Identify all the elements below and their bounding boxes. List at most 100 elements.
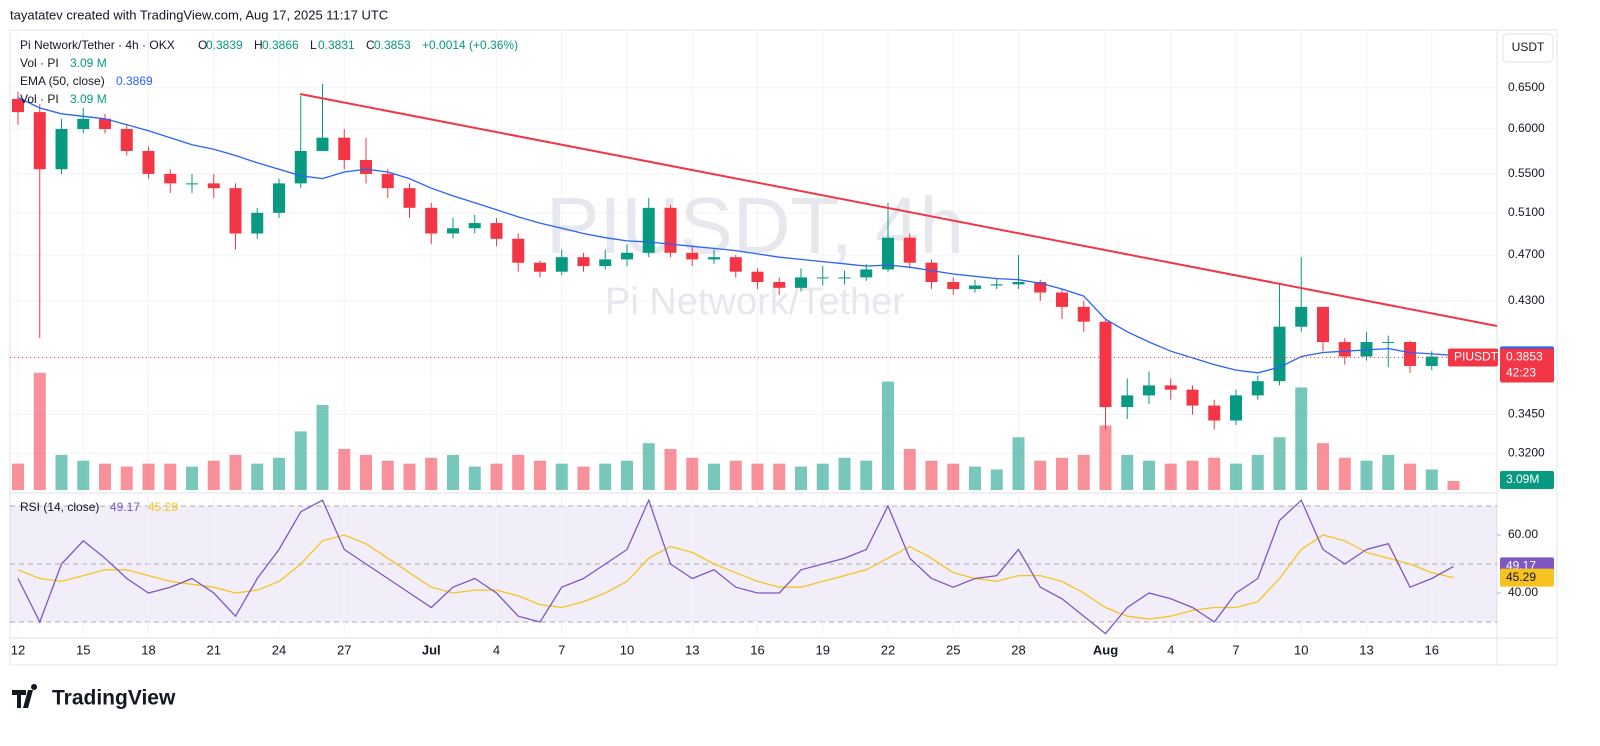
- y-tick-label: 0.6000: [1508, 121, 1545, 135]
- candle-body: [251, 212, 264, 234]
- volume-bar: [1230, 463, 1242, 490]
- brand: TradingView: [52, 687, 176, 710]
- x-tick-label: 7: [1232, 642, 1239, 657]
- x-tick-label: 22: [881, 642, 895, 657]
- volume-bar: [55, 454, 68, 490]
- volume-bar: [403, 463, 416, 490]
- volume-bar: [686, 457, 699, 490]
- candle-body: [773, 282, 786, 288]
- candle-body: [1338, 342, 1351, 357]
- candle-body: [1317, 306, 1329, 343]
- candle-body: [403, 188, 416, 208]
- y-tick-label: 0.6500: [1508, 80, 1545, 94]
- volume-bar: [120, 466, 133, 490]
- legend-text: EMA (50, close): [20, 74, 105, 88]
- volume-bar: [1251, 454, 1264, 490]
- candle-body: [425, 207, 438, 234]
- volume-bar: [186, 466, 198, 490]
- candle-body: [577, 257, 590, 267]
- close-tag-box: [1500, 348, 1554, 367]
- volume-bar: [773, 463, 786, 490]
- legend-text: 0.3831: [318, 38, 355, 52]
- candle-body: [925, 262, 938, 283]
- legend-text: 45.29: [148, 500, 178, 514]
- x-tick-label: 16: [1425, 642, 1439, 657]
- volume-bar: [316, 405, 329, 490]
- volume-bar: [1273, 437, 1286, 490]
- rsi-tick-label: 40.00: [1508, 585, 1538, 599]
- volume-bar: [1077, 454, 1090, 490]
- volume-bar: [947, 463, 960, 490]
- volume-bar: [1382, 454, 1395, 490]
- legend-text: 0.3853: [374, 38, 411, 52]
- candle-body: [1077, 306, 1090, 322]
- countdown-tag-box: [1500, 364, 1554, 383]
- ema-line: [17, 96, 1454, 374]
- volume-bar: [729, 460, 742, 490]
- x-tick-label: 13: [1359, 642, 1373, 657]
- logo: TradingView: [12, 684, 176, 710]
- candle-body: [664, 207, 677, 253]
- candle-body: [142, 150, 155, 174]
- volume-bar: [642, 443, 655, 490]
- x-tick-label: 21: [207, 642, 221, 657]
- x-tick-label: 7: [558, 642, 565, 657]
- legend-text: L: [310, 38, 317, 52]
- x-tick-label: 28: [1011, 642, 1025, 657]
- candle-body: [816, 277, 829, 279]
- candle-body: [1164, 385, 1177, 390]
- volume-bar: [381, 460, 394, 490]
- y-tick-label: 0.5500: [1508, 166, 1545, 180]
- x-tick-label: 24: [272, 642, 286, 657]
- currency-button[interactable]: [1502, 33, 1554, 63]
- volume-bar: [1295, 387, 1308, 490]
- legend-text: 3.09 M: [70, 56, 107, 70]
- volume-bar: [1099, 425, 1112, 490]
- y-tick-label: 0.3200: [1508, 445, 1545, 459]
- legend-text: O: [198, 38, 207, 52]
- x-tick-label: 10: [1294, 642, 1308, 657]
- volume-bar: [1404, 463, 1416, 490]
- watermark-name: Pi Network/Tether: [605, 281, 905, 323]
- volume-bar: [468, 466, 481, 490]
- candle-body: [1230, 395, 1242, 421]
- volume-bar: [555, 463, 568, 490]
- legend: 0.6500 0.6000 0.5500 0.5100 0.4700 0.4300 0.34…: [11, 38, 1554, 657]
- candle-body: [55, 129, 68, 170]
- volume-bar: [708, 463, 720, 490]
- credit: tayatatev created with TradingView.com, …: [10, 7, 388, 22]
- volume-bar: [1338, 457, 1351, 490]
- volume-bar: [1056, 457, 1068, 490]
- candle-body: [1186, 389, 1199, 406]
- candle-body: [882, 237, 894, 270]
- candle-body: [990, 284, 1003, 286]
- watermark-ticker: PIUSDT, 4h: [546, 181, 964, 270]
- y-tick-label: 0.4700: [1508, 247, 1545, 261]
- legend-text: RSI (14, close): [20, 500, 99, 514]
- x-tick-label: 10: [620, 642, 634, 657]
- volume-bar: [1034, 460, 1047, 490]
- candle-body: [273, 183, 285, 213]
- volume-bar: [251, 463, 264, 490]
- volume-bar: [207, 460, 220, 490]
- candle-body: [99, 118, 111, 130]
- volume-bar: [360, 454, 372, 490]
- candle-body: [33, 112, 46, 170]
- volume-bar: [12, 463, 24, 490]
- candle-body: [1034, 282, 1047, 293]
- volume-bar: [1186, 460, 1199, 490]
- y-tick-label: 0.3450: [1508, 407, 1545, 421]
- volume-bar: [1317, 443, 1329, 490]
- volume-tag-box: [1500, 470, 1554, 489]
- currency[interactable]: USDT: [1512, 40, 1545, 54]
- candle-body: [860, 269, 873, 278]
- volume-bar: [1143, 460, 1155, 490]
- volume-bar: [490, 463, 503, 490]
- legend-text: 0.3869: [116, 74, 153, 88]
- volume-bar: [447, 454, 459, 490]
- candle-body: [969, 285, 981, 290]
- candle-body: [294, 150, 307, 184]
- candle-body: [795, 277, 807, 288]
- volume-bar: [751, 463, 764, 490]
